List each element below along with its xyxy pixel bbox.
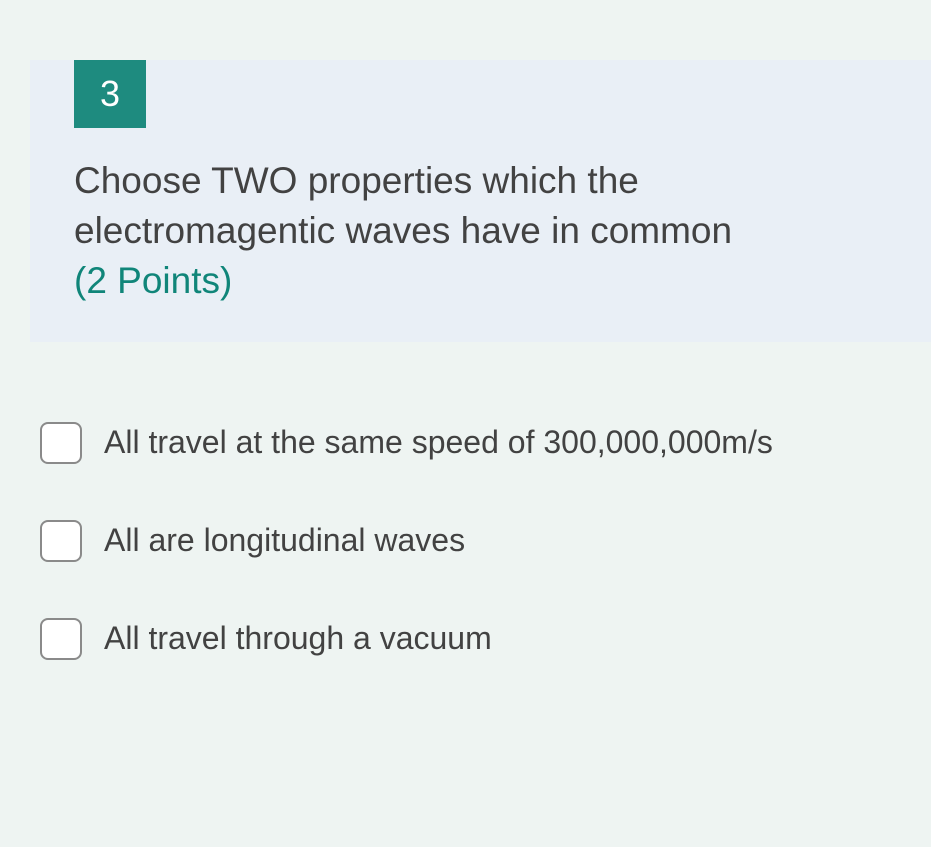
option-row: All are longitudinal waves — [40, 520, 921, 562]
question-number-badge: 3 — [74, 60, 146, 128]
question-prompt: Choose TWO properties which the electrom… — [74, 160, 732, 251]
options-list: All travel at the same speed of 300,000,… — [30, 342, 931, 660]
checkbox[interactable] — [40, 422, 82, 464]
question-points: (2 Points) — [74, 260, 232, 301]
option-label: All travel through a vacuum — [104, 620, 492, 657]
checkbox[interactable] — [40, 520, 82, 562]
question-header: 3 Choose TWO properties which the electr… — [30, 60, 931, 342]
question-text: Choose TWO properties which the electrom… — [74, 156, 887, 306]
option-label: All travel at the same speed of 300,000,… — [104, 424, 773, 461]
checkbox[interactable] — [40, 618, 82, 660]
option-row: All travel at the same speed of 300,000,… — [40, 422, 921, 464]
option-row: All travel through a vacuum — [40, 618, 921, 660]
option-label: All are longitudinal waves — [104, 522, 465, 559]
question-card: 3 Choose TWO properties which the electr… — [30, 60, 931, 660]
